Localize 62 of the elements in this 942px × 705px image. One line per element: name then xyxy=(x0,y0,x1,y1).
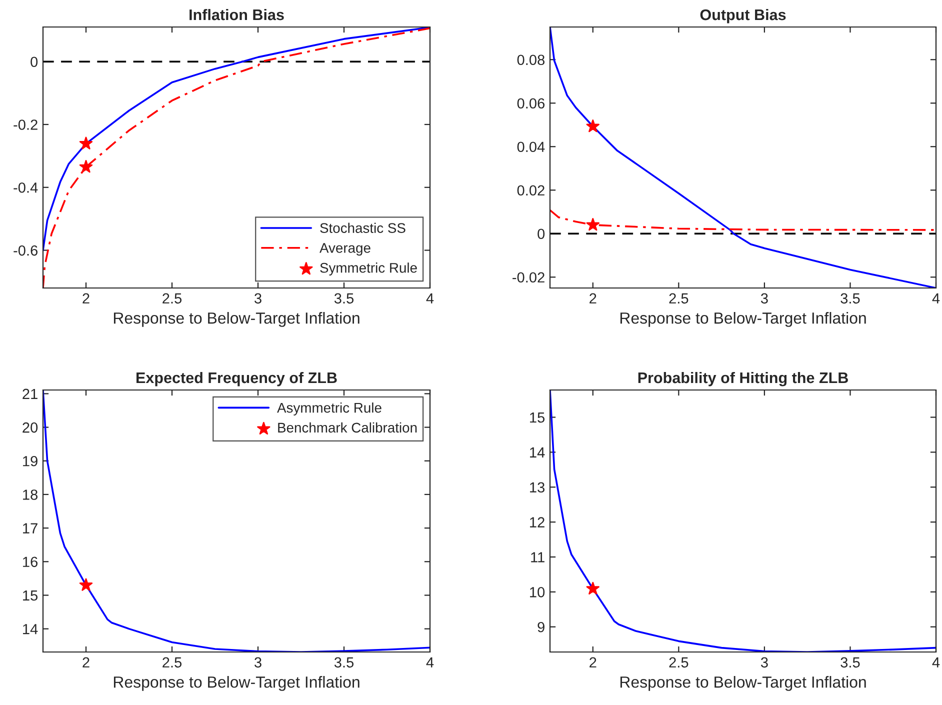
y-tick-label: 0 xyxy=(30,56,38,68)
y-tick-label: 16 xyxy=(23,556,38,568)
chart-title: Output Bias xyxy=(700,8,786,24)
y-tick-label: 10 xyxy=(530,587,545,598)
y-tick-label: 0.08 xyxy=(517,54,545,66)
y-tick-label: 19 xyxy=(23,456,38,466)
y-tick-label: 9 xyxy=(538,622,544,632)
x-tick-label: 3.5 xyxy=(840,293,860,304)
legend-label: Stochastic SS xyxy=(320,222,406,233)
x-tick-label: 2 xyxy=(590,293,596,304)
line-series xyxy=(550,27,936,288)
y-tick-label: -0.02 xyxy=(512,272,544,283)
x-tick-label: 2 xyxy=(590,657,596,668)
y-tick-label: 14 xyxy=(530,447,545,458)
y-tick-label: 21 xyxy=(22,388,38,399)
y-tick-label: 18 xyxy=(23,490,38,500)
x-tick-label: 3.5 xyxy=(334,293,354,304)
y-tick-label: 12 xyxy=(530,517,544,528)
y-tick-label: 0 xyxy=(538,228,545,240)
chart-title: Inflation Bias xyxy=(190,8,284,20)
x-tick-label: 4 xyxy=(932,293,940,304)
chart-title: Probability of Hitting the ZLB xyxy=(638,372,848,386)
x-tick-label: 4 xyxy=(426,657,434,668)
legend-label: Symmetric Rule xyxy=(320,262,417,276)
x-tick-label: 3 xyxy=(254,293,262,304)
y-tick-label: 13 xyxy=(530,482,544,493)
y-tick-label: -0.4 xyxy=(14,182,38,193)
x-tick-label: 3.5 xyxy=(840,657,860,668)
y-tick-label: 0.02 xyxy=(517,185,544,196)
line-series xyxy=(43,390,430,652)
x-axis-title: Response to Below-Target Inflation xyxy=(620,312,866,327)
y-tick-label: 0.06 xyxy=(517,98,544,109)
x-tick-label: 2.5 xyxy=(162,657,182,668)
x-axis-title: Response to Below-Target Inflation xyxy=(620,676,866,691)
y-tick-label: 14 xyxy=(23,624,38,634)
x-tick-label: 2.5 xyxy=(669,293,688,304)
x-tick-label: 2 xyxy=(82,657,90,668)
x-tick-label: 3 xyxy=(760,293,768,304)
line-series xyxy=(550,390,936,652)
y-tick-label: 0.04 xyxy=(517,142,545,152)
x-tick-label: 4 xyxy=(426,293,434,304)
x-tick-label: 2 xyxy=(82,293,90,304)
x-tick-label: 2.5 xyxy=(162,293,182,304)
y-tick-label: 20 xyxy=(22,422,38,433)
legend-label: Benchmark Calibration xyxy=(278,422,417,433)
x-tick-label: 4 xyxy=(932,657,940,668)
y-tick-label: 15 xyxy=(23,590,38,601)
x-axis-title: Response to Below-Target Inflation xyxy=(114,312,360,327)
y-tick-label: 17 xyxy=(23,523,38,534)
x-axis-title: Response to Below-Target Inflation xyxy=(114,676,360,691)
y-tick-label: 15 xyxy=(530,412,545,423)
chart-title: Expected Frequency of ZLB xyxy=(136,372,337,386)
y-tick-label: 11 xyxy=(531,552,544,562)
x-tick-label: 3 xyxy=(760,657,768,668)
legend-label: Average xyxy=(320,243,370,256)
line-series xyxy=(550,209,936,231)
x-tick-label: 2.5 xyxy=(669,657,688,668)
x-tick-label: 3.5 xyxy=(334,657,354,668)
x-tick-label: 3 xyxy=(254,657,262,668)
y-tick-label: -0.6 xyxy=(14,245,38,256)
y-tick-label: -0.2 xyxy=(14,120,38,130)
legend-label: Asymmetric Rule xyxy=(277,402,382,416)
